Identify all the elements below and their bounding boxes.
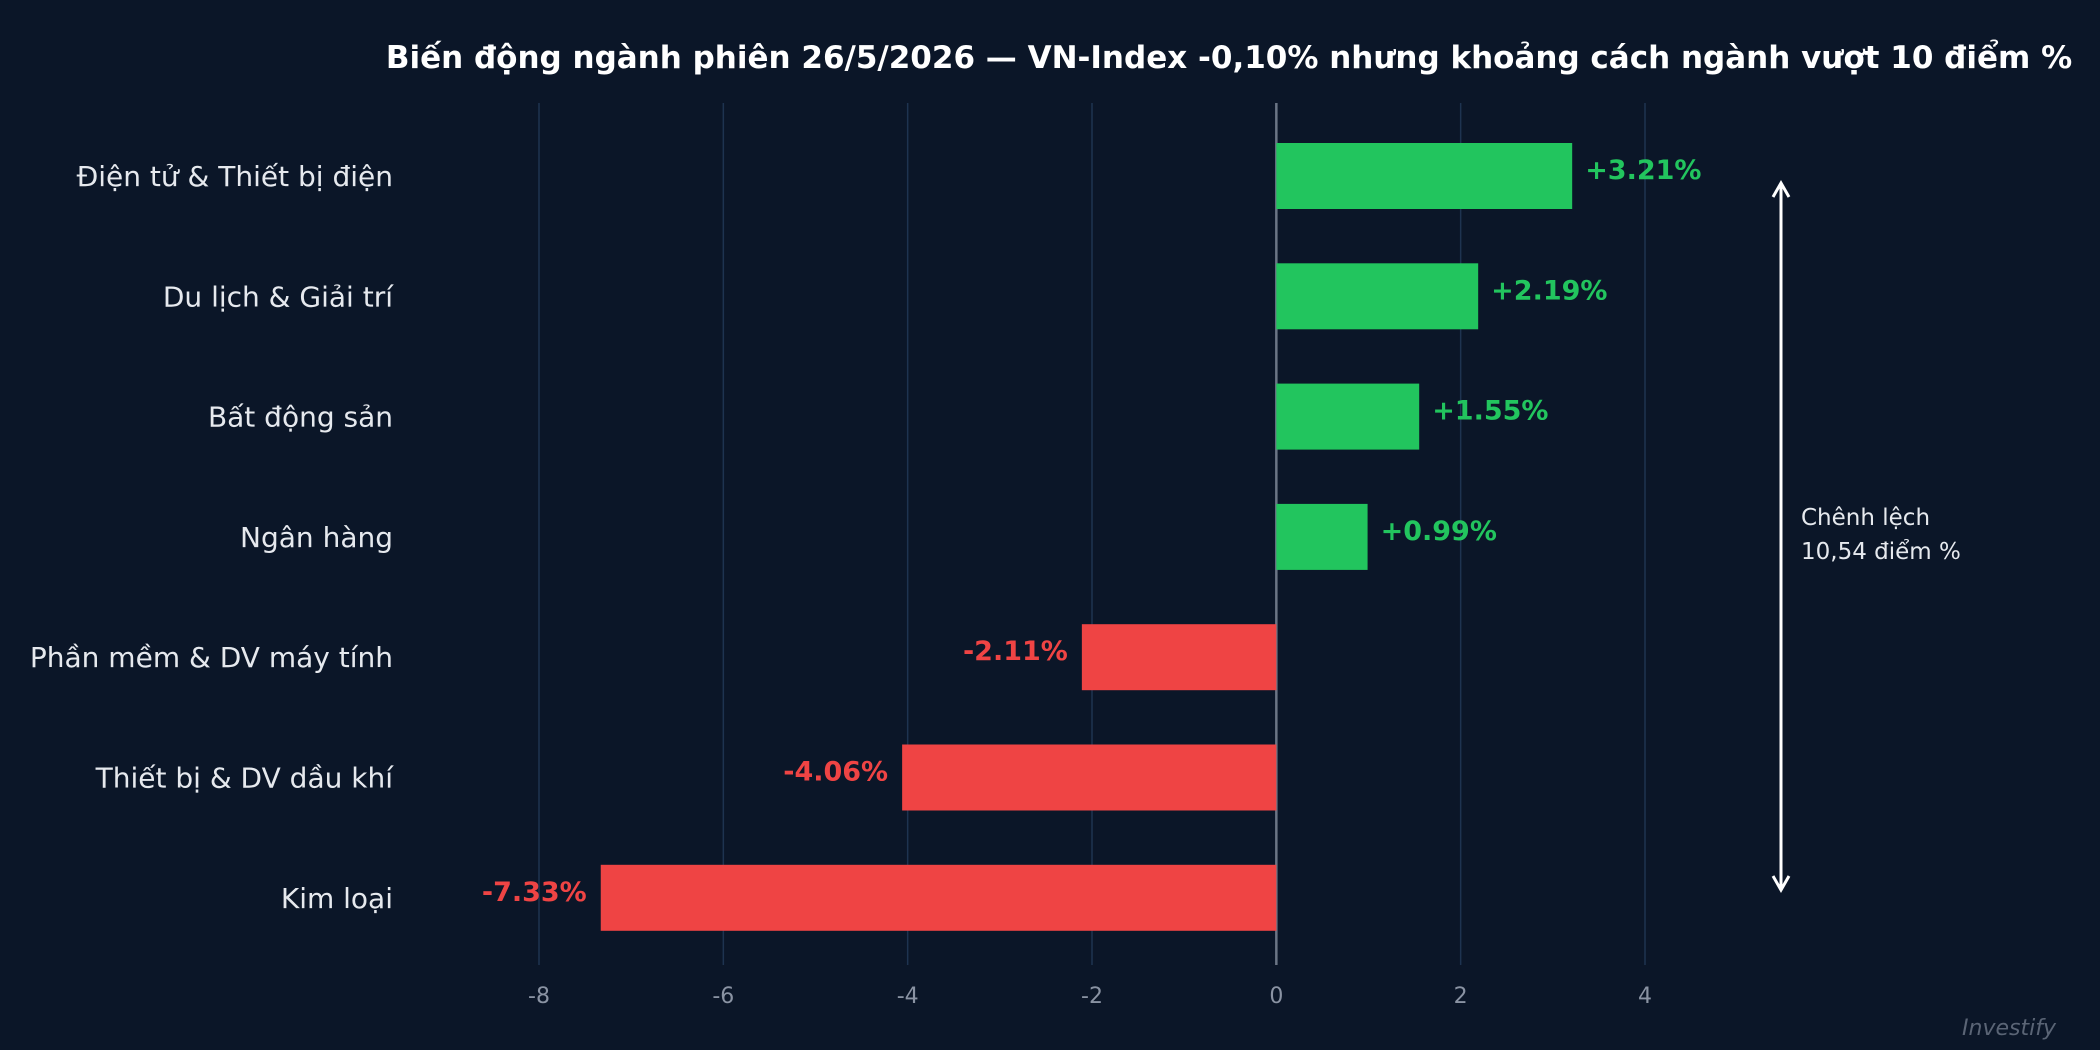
category-label: Điện tử & Thiết bị điện [77,160,393,193]
bar [1276,263,1479,330]
category-label: Ngân hàng [240,521,393,554]
spread-arrow-head-bottom [1771,875,1791,894]
x-tick-label: -2 [1081,984,1103,1009]
category-label: Bất động sản [208,401,393,434]
spread-annotation-line1: Chênh lệch [1801,505,1930,531]
x-tick-label: 0 [1269,984,1283,1009]
category-label: Phần mềm & DV máy tính [30,641,393,674]
value-labels: +3.21% +2.19% +1.55% +0.99% -2.11% -4.06% -7.3… [482,155,1702,908]
bar [902,744,1277,811]
x-tick-label: -8 [528,984,550,1009]
bar [1276,383,1420,450]
bars [600,143,1573,931]
category-label: Kim loại [281,882,393,915]
x-axis-ticks: -8 -6 -4 -2 0 2 4 [528,984,1652,1009]
spread-annotation-line2: 10,54 điểm % [1801,539,1961,565]
spread-annotation: Chênh lệch 10,54 điểm % [1771,179,1961,894]
value-label: -4.06% [783,757,888,788]
spread-arrow-head-top [1771,179,1791,198]
bar [1081,624,1277,691]
x-tick-label: 2 [1454,984,1468,1009]
value-label: +3.21% [1585,155,1701,186]
x-tick-label: -4 [897,984,919,1009]
value-label: -2.11% [963,636,1068,667]
category-labels: Điện tử & Thiết bị điện Du lịch & Giải tr… [30,160,394,915]
chart-title: Biến động ngành phiên 26/5/2026 — VN-Ind… [386,40,2072,76]
x-tick-label: -6 [712,984,734,1009]
bar [600,864,1277,931]
watermark-text: Investify [1962,1016,2057,1041]
value-label: +1.55% [1432,396,1548,427]
category-label: Du lịch & Giải trí [163,280,394,313]
category-label: Thiết bị & DV dầu khí [95,762,395,795]
value-label: +2.19% [1491,275,1607,306]
x-tick-label: 4 [1638,984,1652,1009]
value-label: -7.33% [482,877,587,908]
value-label: +0.99% [1381,516,1497,547]
bar [1276,143,1573,209]
bar [1276,503,1368,570]
